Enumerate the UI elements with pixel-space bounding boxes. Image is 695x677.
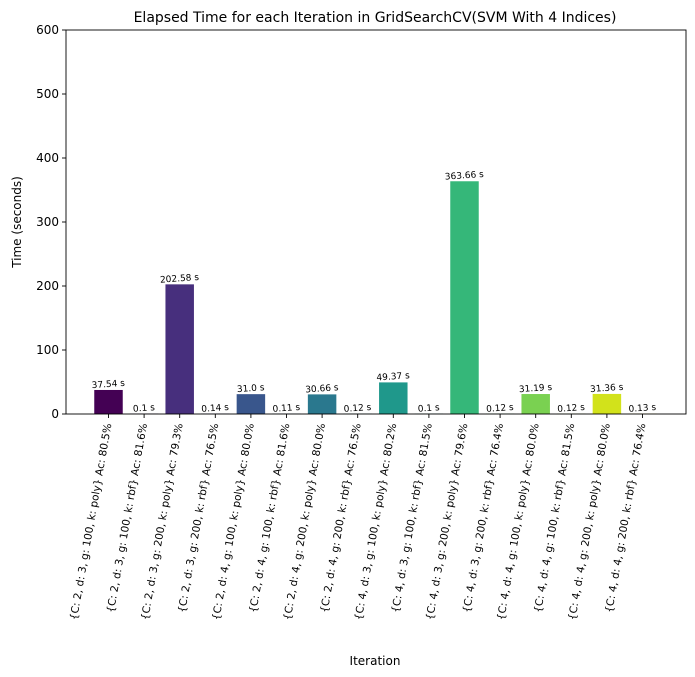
data-label-4: 0.14 s xyxy=(201,403,230,415)
y-tick-label-2: 100 xyxy=(36,343,59,357)
bar-15 xyxy=(592,393,622,414)
x-tick-label-6: {C: 2, d: 4, g: 100, k: rbf} Ac: 81.6% xyxy=(247,422,292,613)
x-axis: {C: 2, d: 3, g: 100, k: poly} Ac: 80.5%{… xyxy=(68,414,648,621)
data-label-5: 31.0 s xyxy=(237,383,266,395)
y-axis-label: Time (seconds) xyxy=(10,176,24,269)
data-label-6: 0.11 s xyxy=(272,403,301,415)
y-tick-label-4: 300 xyxy=(36,215,59,229)
bar-11 xyxy=(450,181,479,414)
data-labels-group: 37.54 s 0.1 s 202.58 s 0.14 s 31.0 s 0.11 s 30… xyxy=(91,170,656,415)
x-tick-label-14: {C: 4, d: 4, g: 100, k: rbf} Ac: 81.5% xyxy=(532,422,577,613)
y-tick-label-7: 600 xyxy=(36,23,59,37)
x-tick-label-16: {C: 4, d: 4, g: 200, k: rbf} Ac: 76.4% xyxy=(603,422,648,613)
data-label-10: 0.1 s xyxy=(418,403,441,415)
bar-3 xyxy=(165,284,194,414)
y-axis: 0 100 200 300 400 500 600 xyxy=(36,23,66,421)
chart-title: Elapsed Time for each Iteration in GridS… xyxy=(134,10,617,26)
data-label-14: 0.12 s xyxy=(557,403,586,415)
bar-1 xyxy=(94,389,123,414)
x-tick-label-8: {C: 2, d: 4, g: 200, k: rbf} Ac: 76.5% xyxy=(318,422,363,613)
bar-5 xyxy=(236,394,266,414)
bar-13 xyxy=(521,394,550,414)
data-label-15: 31.36 s xyxy=(590,383,624,395)
data-label-12: 0.12 s xyxy=(486,403,515,415)
bars-group xyxy=(94,181,657,414)
y-tick-label-1: 0 xyxy=(51,407,59,421)
data-label-2: 0.1 s xyxy=(133,403,156,415)
x-tick-label-2: {C: 2, d: 3, g: 100, k: rbf} Ac: 81.6% xyxy=(105,422,150,613)
data-label-11: 363.66 s xyxy=(445,170,485,183)
data-label-8: 0.12 s xyxy=(343,403,372,415)
bar-9 xyxy=(379,382,408,414)
y-tick-label-6: 500 xyxy=(36,87,59,101)
y-tick-label-3: 200 xyxy=(36,279,59,293)
data-label-1: 37.54 s xyxy=(91,379,125,391)
data-label-3: 202.58 s xyxy=(160,273,200,286)
y-tick-label-5: 400 xyxy=(36,151,59,165)
x-tick-label-10: {C: 4, d: 3, g: 100, k: rbf} Ac: 81.5% xyxy=(390,422,435,613)
x-axis-label: Iteration xyxy=(350,654,401,668)
data-label-13: 31.19 s xyxy=(519,383,553,395)
data-label-9: 49.37 s xyxy=(376,371,410,383)
x-tick-label-12: {C: 4, d: 3, g: 200, k: rbf} Ac: 76.4% xyxy=(461,422,506,613)
x-tick-label-4: {C: 2, d: 3, g: 200, k: rbf} Ac: 76.5% xyxy=(176,422,221,613)
bar-7 xyxy=(307,394,337,414)
data-label-7: 30.66 s xyxy=(305,383,339,395)
data-label-16: 0.13 s xyxy=(628,403,657,415)
plot-frame xyxy=(65,29,687,415)
